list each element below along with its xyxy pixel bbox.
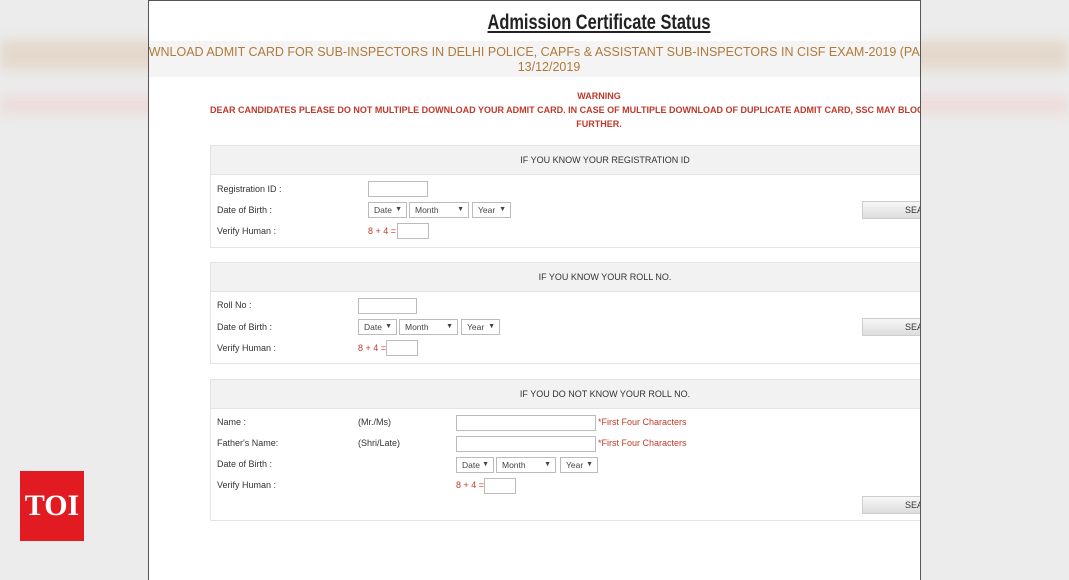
dropdown-arrow-icon: ▼: [488, 323, 495, 330]
warning-text: DEAR CANDIDATES PLEASE DO NOT MULTIPLE D…: [210, 105, 920, 115]
year-select[interactable]: Year ▼: [461, 319, 500, 335]
verify-label: Verify Human :: [217, 226, 277, 236]
dropdown-arrow-icon: ▼: [586, 461, 593, 468]
section-header: IF YOU KNOW YOUR ROLL NO.: [211, 263, 920, 292]
name-prefix: (Mr./Ms): [358, 417, 391, 427]
admit-card-page: Admission Certificate Status DOWNLOAD AD…: [148, 0, 921, 580]
dropdown-arrow-icon: ▼: [395, 206, 402, 213]
verify-label: Verify Human :: [217, 480, 277, 490]
subtitle-band: [149, 41, 920, 77]
dropdown-arrow-icon: ▼: [499, 206, 506, 213]
year-value: Year: [566, 460, 584, 470]
name-label: Name :: [217, 417, 247, 427]
name-input[interactable]: [456, 415, 596, 431]
page-title: Admission Certificate Status: [487, 11, 711, 34]
dob-label: Date of Birth :: [217, 322, 273, 332]
roll-no-input[interactable]: [358, 298, 417, 314]
section-header: IF YOU KNOW YOUR REGISTRATION ID: [211, 146, 920, 175]
captcha-question: 8 + 4 =: [456, 480, 485, 490]
search-button[interactable]: SEA: [862, 318, 920, 336]
captcha-input[interactable]: [484, 478, 516, 494]
year-select[interactable]: Year ▼: [472, 202, 511, 218]
roll-no-label: Roll No :: [217, 300, 252, 310]
dropdown-arrow-icon: ▼: [446, 323, 453, 330]
warning-title: WARNING: [577, 91, 621, 101]
roll-no-section: IF YOU KNOW YOUR ROLL NO.: [210, 262, 920, 364]
captcha-question: 8 + 4 =: [358, 343, 387, 353]
captcha-input[interactable]: [386, 340, 418, 356]
dropdown-arrow-icon: ▼: [457, 206, 464, 213]
section-header: IF YOU DO NOT KNOW YOUR ROLL NO.: [211, 380, 920, 409]
year-value: Year: [478, 205, 496, 215]
dropdown-arrow-icon: ▼: [544, 461, 551, 468]
verify-label: Verify Human :: [217, 343, 277, 353]
father-name-label: Father's Name:: [217, 438, 279, 448]
date-value: Date: [462, 460, 480, 470]
month-select[interactable]: Month ▼: [399, 319, 458, 335]
year-select[interactable]: Year ▼: [560, 457, 598, 473]
father-name-hint: *First Four Characters: [598, 438, 687, 448]
date-select[interactable]: Date ▼: [456, 457, 494, 473]
captcha-question: 8 + 4 =: [368, 226, 397, 236]
date-select[interactable]: Date ▼: [358, 319, 397, 335]
month-value: Month: [502, 460, 526, 470]
warning-text-cont: FURTHER.: [576, 119, 622, 129]
father-name-input[interactable]: [456, 436, 596, 452]
month-value: Month: [415, 205, 439, 215]
registration-id-input[interactable]: [368, 181, 428, 197]
name-search-section: IF YOU DO NOT KNOW YOUR ROLL NO.: [210, 379, 920, 521]
subtitle-date: 13/12/2019: [517, 60, 581, 74]
captcha-input[interactable]: [397, 223, 429, 239]
father-name-prefix: (Shri/Late): [358, 438, 401, 448]
toi-logo: TOI: [20, 471, 84, 541]
year-value: Year: [467, 322, 485, 332]
dob-label: Date of Birth :: [217, 459, 273, 469]
month-select[interactable]: Month ▼: [496, 457, 556, 473]
registration-id-label: Registration ID :: [217, 184, 282, 194]
date-value: Date: [374, 205, 392, 215]
search-button[interactable]: SEA: [862, 496, 920, 514]
registration-id-section: IF YOU KNOW YOUR REGISTRATION ID: [210, 145, 920, 248]
search-button[interactable]: SEA: [862, 201, 920, 219]
date-value: Date: [364, 322, 382, 332]
name-hint: *First Four Characters: [598, 417, 687, 427]
dropdown-arrow-icon: ▼: [385, 323, 392, 330]
month-select[interactable]: Month ▼: [409, 202, 469, 218]
dob-label: Date of Birth :: [217, 205, 273, 215]
month-value: Month: [405, 322, 429, 332]
dropdown-arrow-icon: ▼: [482, 461, 489, 468]
subtitle: DOWNLOAD ADMIT CARD FOR SUB-INSPECTORS I…: [148, 45, 921, 59]
date-select[interactable]: Date ▼: [368, 202, 407, 218]
